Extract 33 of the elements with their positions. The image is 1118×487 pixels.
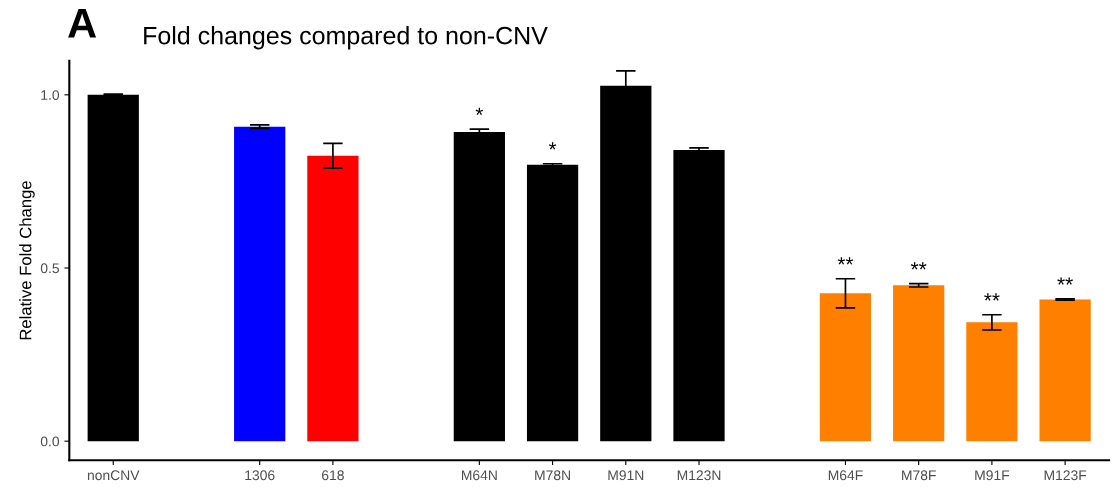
- x-tick-label: nonCNV: [87, 470, 140, 481]
- bar: [966, 322, 1018, 442]
- chart-title: Fold changes compared to non-CNV: [144, 26, 548, 50]
- annotation: **: [910, 262, 927, 270]
- x-tick-label: M78N: [535, 470, 570, 481]
- bar: [1039, 299, 1091, 442]
- y-tick-label: 0.0: [40, 436, 60, 447]
- bar: [673, 149, 725, 442]
- annotation: *: [548, 142, 557, 150]
- x-tick-label: M123F: [1044, 470, 1087, 481]
- annotation: **: [837, 257, 854, 265]
- x-tick-label: M91N: [608, 470, 644, 481]
- bar: [819, 293, 872, 442]
- x-tick-label: 618: [322, 470, 344, 481]
- y-axis-title: Relative Fold Change: [19, 181, 35, 340]
- x-tick-label: M91F: [975, 470, 1010, 481]
- annotation: **: [984, 293, 1000, 301]
- bar: [87, 94, 139, 442]
- y-tick-label: 0.5: [40, 263, 60, 274]
- bar: [526, 164, 579, 442]
- text: A: [68, 8, 97, 38]
- x-tick-label: 1306: [245, 470, 275, 481]
- x-tick-label: M78F: [902, 470, 936, 481]
- bar: [893, 285, 945, 442]
- y-tick-label: 1.0: [41, 90, 60, 100]
- bar: [234, 126, 286, 442]
- bar: [307, 155, 359, 442]
- annotation: *: [475, 107, 484, 115]
- x-tick-label: M64F: [828, 470, 863, 481]
- x-tick-label: M64N: [461, 470, 497, 481]
- x-tick-label: M123N: [677, 470, 721, 481]
- bar: [453, 131, 505, 442]
- annotation: **: [1057, 277, 1073, 285]
